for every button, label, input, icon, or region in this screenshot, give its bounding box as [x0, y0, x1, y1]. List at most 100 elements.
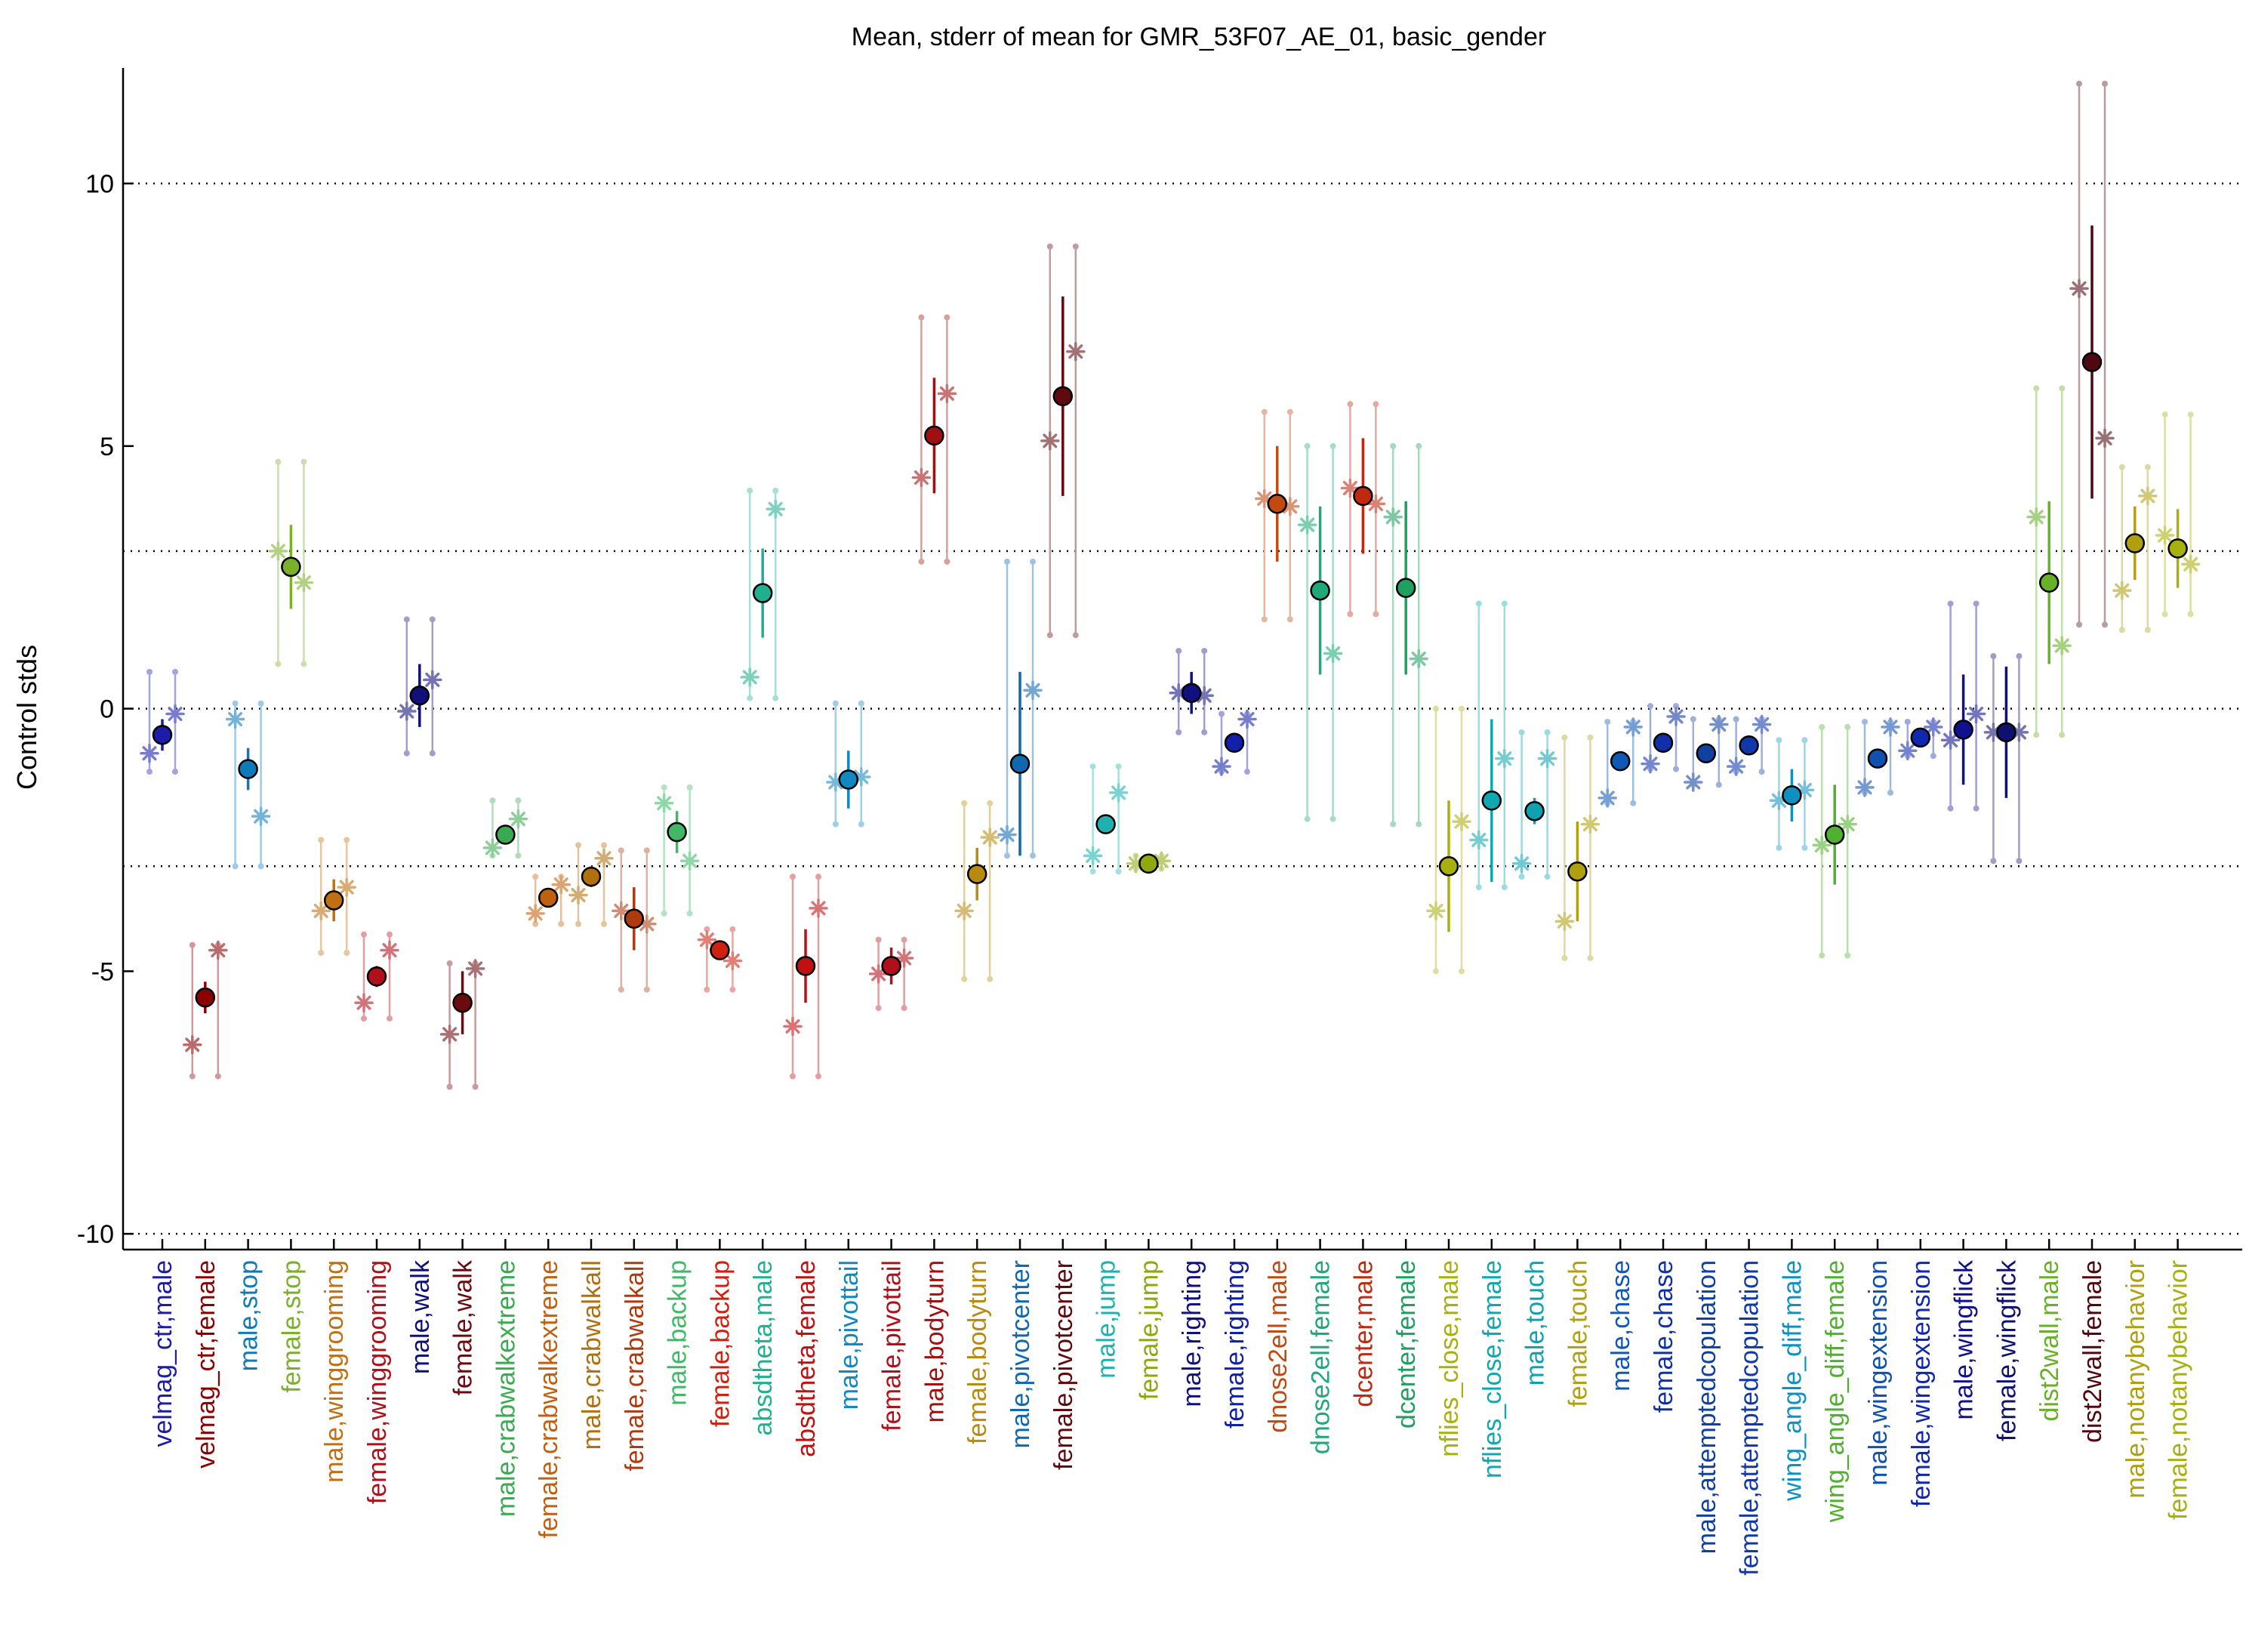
range-end-dot	[1390, 442, 1397, 449]
x-tick-label: dnose2ell,female	[1307, 1260, 1336, 1454]
mean-marker	[1782, 785, 1802, 806]
x-tick-label: male,chase	[1607, 1260, 1635, 1392]
individual-star-marker	[2138, 486, 2158, 506]
x-tick-label: male,walk	[406, 1259, 435, 1374]
mean-marker	[195, 987, 216, 1008]
range-end-dot	[1819, 952, 1825, 959]
range-end-dot	[643, 986, 650, 993]
x-tick-label: male,pivotcenter	[1006, 1260, 1035, 1448]
range-end-dot	[1459, 705, 1465, 712]
x-tick-label: male,wingextension	[1864, 1260, 1893, 1486]
individual-star-marker	[251, 806, 271, 826]
range-end-dot	[1304, 815, 1311, 822]
individual-star-marker	[225, 709, 245, 729]
x-tick-label: nflies_close,male	[1435, 1260, 1464, 1457]
individual-star-marker	[1554, 911, 1575, 932]
x-tick-label: female,chase	[1650, 1260, 1678, 1413]
mean-marker	[281, 556, 301, 578]
range-end-dot	[1501, 600, 1508, 607]
range-end-dot	[918, 558, 925, 565]
range-end-dot	[1862, 718, 1868, 725]
range-end-dot	[2118, 464, 2125, 470]
range-end-dot	[1347, 401, 1354, 408]
range-end-dot	[1673, 766, 1679, 772]
range-end-dot	[515, 852, 522, 859]
range-end-dot	[2059, 732, 2066, 738]
range-end-dot	[1244, 769, 1250, 775]
range-end-dot	[1089, 868, 1096, 875]
individual-star-marker	[1898, 741, 1918, 760]
x-tick-label: female,touch	[1564, 1260, 1592, 1407]
individual-star-marker	[2180, 554, 2201, 575]
range-end-dot	[1115, 763, 1122, 770]
range-end-dot	[1990, 653, 1997, 660]
mean-marker	[1009, 754, 1031, 774]
range-end-dot	[1046, 243, 1053, 250]
range-end-dot	[2033, 732, 2040, 738]
x-tick-label: nflies_close,female	[1478, 1260, 1507, 1478]
range-end-dot	[189, 1073, 196, 1080]
range-end-dot	[1673, 703, 1679, 710]
range-end-dot	[429, 616, 436, 623]
individual-star-marker	[1597, 788, 1617, 808]
range-end-dot	[1201, 729, 1208, 735]
range-end-dot	[686, 910, 693, 917]
mean-marker	[2167, 538, 2188, 559]
individual-star-marker	[1237, 709, 1257, 729]
range-end-dot	[1758, 769, 1765, 775]
individual-star-marker	[183, 1034, 202, 1055]
x-tick-label: male,attemptedcopulation	[1693, 1260, 1721, 1554]
individual-star-marker	[1212, 757, 1231, 776]
range-end-dot	[686, 784, 693, 791]
individual-star-marker	[1383, 507, 1403, 527]
mean-marker	[1310, 580, 1330, 601]
range-end-dot	[2076, 621, 2082, 628]
range-end-dot	[601, 842, 607, 849]
mean-marker	[1138, 853, 1159, 874]
x-tick-label: male,crabwalkall	[578, 1260, 606, 1450]
x-tick-label: male,backup	[664, 1260, 692, 1406]
individual-star-marker	[2052, 636, 2072, 655]
x-tick-label: female,crabwalkextreme	[535, 1260, 563, 1538]
mean-marker	[495, 824, 516, 845]
range-end-dot	[172, 769, 178, 775]
range-end-dot	[858, 700, 864, 707]
range-end-dot	[387, 1015, 393, 1022]
range-end-dot	[2161, 611, 2168, 618]
axes	[122, 68, 2242, 1251]
mean-marker	[409, 685, 430, 706]
individual-star-marker	[654, 794, 674, 813]
range-end-dot	[515, 797, 522, 804]
x-tick-label: female,wingextension	[1907, 1260, 1936, 1507]
individual-star-marker	[1366, 494, 1386, 514]
range-end-dot	[1433, 968, 1439, 975]
mean-marker	[1610, 750, 1631, 772]
chart-title: Mean, stderr of mean for GMR_53F07_AE_01…	[852, 23, 1546, 51]
individual-star-marker	[1855, 778, 1875, 797]
mean-marker	[2038, 572, 2060, 593]
range-end-dot	[1347, 611, 1354, 618]
individual-star-marker	[1666, 707, 1686, 726]
individual-star-marker	[1684, 772, 1703, 792]
individual-star-marker	[1726, 757, 1746, 776]
y-tick-label: 5	[100, 433, 114, 461]
range-end-dot	[2076, 80, 2082, 87]
range-end-dot	[1004, 558, 1010, 565]
error-bars	[161, 225, 2180, 1034]
range-end-dot	[1587, 954, 1594, 961]
range-end-dot	[643, 847, 650, 854]
mean-marker	[1524, 800, 1545, 821]
individual-star-marker	[165, 704, 185, 724]
x-tick-label: female,notanybehavior	[2164, 1260, 2193, 1520]
range-end-dot	[1261, 408, 1268, 415]
range-end-dot	[489, 797, 496, 804]
mean-marker	[581, 866, 602, 887]
range-end-dot	[832, 700, 839, 707]
range-end-dot	[2144, 627, 2151, 633]
range-end-dot	[790, 1073, 796, 1080]
range-end-dot	[1459, 968, 1465, 975]
range-end-dot	[189, 942, 196, 948]
range-end-dot	[1501, 884, 1508, 891]
range-end-dot	[1329, 442, 1336, 449]
individual-star-marker	[766, 499, 785, 519]
